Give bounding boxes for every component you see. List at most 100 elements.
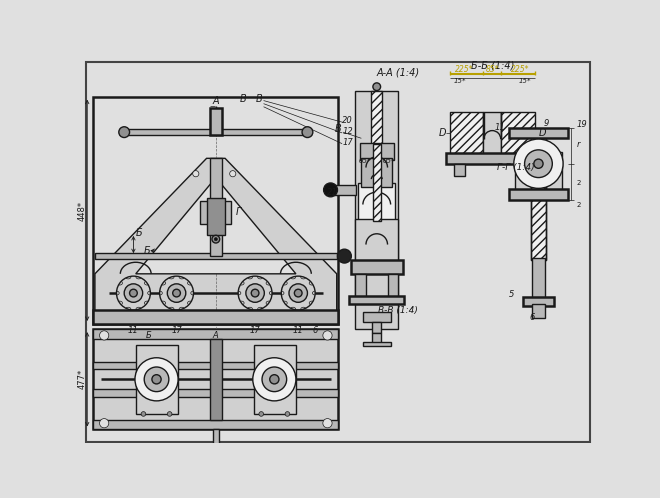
Text: 15*: 15*: [518, 78, 531, 84]
Text: 15*: 15*: [453, 78, 466, 84]
Text: Б: Б: [146, 331, 152, 340]
Bar: [372, 333, 381, 343]
Bar: [520, 164, 531, 176]
Bar: [335, 185, 356, 195]
Text: 17: 17: [249, 326, 261, 335]
Circle shape: [124, 284, 143, 302]
Text: 9: 9: [543, 119, 549, 128]
Text: В: В: [240, 94, 247, 104]
Text: 05*: 05*: [358, 158, 371, 164]
Bar: [213, 429, 219, 451]
Bar: [207, 198, 225, 236]
Bar: [372, 322, 381, 333]
Circle shape: [253, 358, 296, 401]
Bar: [387, 274, 398, 298]
Text: 11: 11: [128, 326, 139, 335]
Bar: [350, 260, 403, 274]
Text: 6: 6: [312, 326, 318, 335]
Circle shape: [173, 289, 180, 297]
Bar: [546, 152, 562, 191]
Bar: [510, 189, 568, 200]
Circle shape: [214, 238, 217, 241]
Text: Б: Б: [136, 228, 143, 238]
Text: 2: 2: [577, 180, 581, 186]
Bar: [93, 310, 338, 324]
Text: 11: 11: [494, 123, 506, 132]
Bar: [196, 449, 236, 454]
Bar: [120, 129, 312, 135]
Bar: [93, 362, 338, 370]
Bar: [360, 143, 393, 160]
Circle shape: [167, 284, 185, 302]
Polygon shape: [95, 158, 337, 322]
Text: Г: Г: [236, 207, 242, 217]
Bar: [355, 91, 399, 329]
Bar: [372, 91, 382, 144]
Bar: [214, 454, 217, 480]
Text: А: А: [213, 96, 219, 106]
Text: r: r: [577, 140, 580, 149]
Text: В: В: [255, 94, 262, 104]
Circle shape: [281, 276, 315, 310]
Bar: [210, 339, 222, 420]
Bar: [136, 345, 178, 414]
Polygon shape: [136, 178, 296, 274]
Text: D: D: [539, 128, 546, 138]
Text: Б: Б: [144, 246, 150, 255]
Text: Г-Г (1:4): Г-Г (1:4): [496, 163, 534, 172]
Text: А-А (1:4): А-А (1:4): [377, 67, 420, 77]
Circle shape: [513, 139, 563, 188]
Bar: [93, 420, 338, 429]
Bar: [483, 112, 502, 154]
Text: 19: 19: [577, 120, 587, 129]
Bar: [93, 97, 338, 324]
Text: В: В: [335, 124, 342, 134]
Circle shape: [302, 127, 313, 137]
Text: Б-Б (1:4): Б-Б (1:4): [471, 61, 514, 71]
Text: 11: 11: [293, 326, 304, 335]
Circle shape: [116, 276, 150, 310]
Text: 2: 2: [577, 202, 581, 208]
Bar: [95, 253, 337, 259]
Circle shape: [259, 412, 263, 416]
Circle shape: [141, 412, 146, 416]
Text: 05*: 05*: [383, 158, 395, 164]
Bar: [531, 129, 546, 260]
Bar: [363, 312, 391, 322]
Text: 225*: 225*: [455, 65, 474, 74]
Circle shape: [152, 374, 161, 384]
Bar: [523, 297, 554, 306]
Circle shape: [525, 150, 552, 178]
Text: 21: 21: [327, 188, 337, 197]
Bar: [201, 201, 231, 224]
Bar: [93, 329, 338, 429]
Bar: [373, 144, 381, 222]
Bar: [502, 112, 535, 154]
Circle shape: [285, 412, 290, 416]
Bar: [532, 258, 544, 298]
Bar: [358, 183, 395, 222]
Bar: [532, 304, 544, 318]
Circle shape: [119, 127, 129, 137]
Bar: [355, 274, 366, 298]
Circle shape: [100, 419, 109, 428]
Text: 17: 17: [171, 326, 182, 335]
Bar: [355, 219, 399, 261]
Bar: [210, 158, 222, 256]
Circle shape: [337, 249, 351, 263]
Bar: [510, 127, 568, 138]
Bar: [515, 152, 531, 191]
Circle shape: [144, 367, 169, 391]
Text: 12: 12: [342, 127, 353, 136]
Circle shape: [323, 183, 337, 197]
Circle shape: [100, 331, 109, 340]
Text: 20: 20: [342, 116, 353, 125]
Bar: [362, 157, 392, 187]
Text: В-В (1:4): В-В (1:4): [378, 305, 418, 315]
Circle shape: [323, 419, 332, 428]
Text: 5: 5: [509, 290, 514, 299]
Text: 477*: 477*: [78, 369, 87, 389]
Circle shape: [246, 284, 264, 302]
Circle shape: [289, 284, 308, 302]
Bar: [531, 129, 546, 260]
